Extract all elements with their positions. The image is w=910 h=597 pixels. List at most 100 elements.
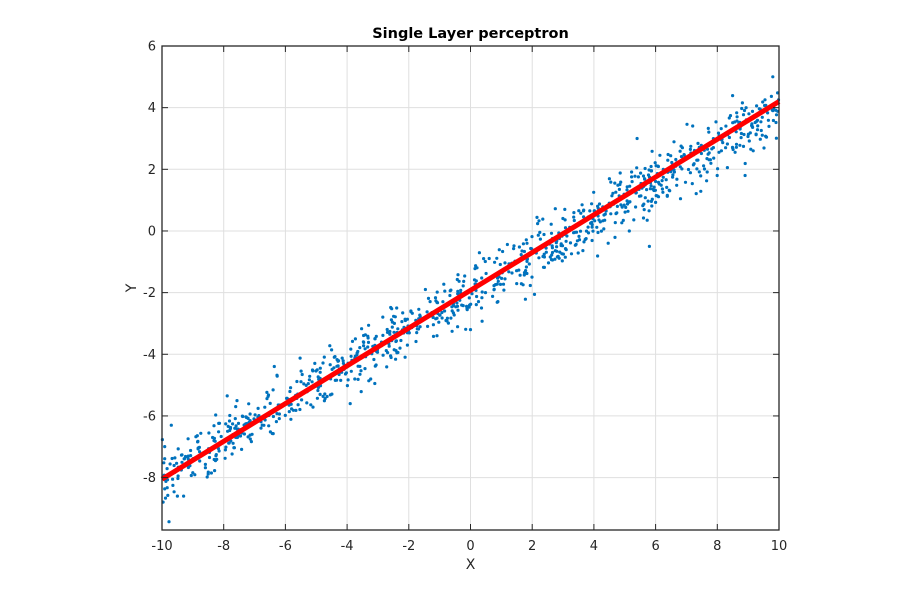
data-point: [438, 313, 442, 317]
data-point: [191, 471, 195, 475]
data-point: [498, 262, 502, 267]
data-point: [172, 490, 176, 494]
data-point: [586, 225, 590, 229]
data-point: [318, 392, 322, 396]
data-point: [653, 161, 657, 165]
data-point: [696, 141, 700, 145]
scatter-points: [160, 75, 781, 524]
data-point: [546, 261, 551, 265]
data-point: [275, 412, 279, 416]
data-point: [356, 377, 360, 381]
data-point: [555, 245, 559, 249]
data-point: [231, 422, 235, 426]
data-point: [165, 467, 169, 471]
data-point: [474, 303, 478, 307]
data-point: [189, 448, 193, 453]
data-point: [244, 415, 249, 420]
data-point: [574, 230, 579, 234]
data-point: [535, 215, 539, 219]
x-tick-label: 2: [528, 539, 536, 554]
data-point: [643, 177, 647, 181]
data-point: [182, 457, 186, 461]
data-point: [387, 344, 391, 348]
data-point: [461, 304, 465, 308]
x-axis-ticks: -10 -8 -6 -4 -2 0 2 4 6 8 10: [151, 46, 787, 554]
data-point: [467, 296, 471, 300]
data-point: [522, 271, 527, 275]
data-point: [559, 243, 563, 248]
data-point: [318, 366, 322, 370]
data-point: [630, 175, 634, 179]
data-point: [611, 191, 615, 195]
data-point: [727, 116, 731, 120]
data-point: [517, 245, 522, 249]
data-point: [749, 147, 753, 151]
data-point: [650, 204, 654, 208]
data-point: [228, 413, 232, 418]
data-point: [665, 185, 669, 189]
data-point: [617, 187, 622, 191]
data-point: [407, 331, 411, 335]
data-point: [678, 149, 682, 153]
data-point: [289, 386, 293, 390]
data-point: [590, 220, 594, 224]
data-point: [602, 227, 606, 231]
data-point: [582, 240, 586, 244]
data-point: [672, 140, 676, 144]
data-point: [428, 300, 432, 304]
data-point: [431, 323, 435, 327]
data-point: [649, 184, 653, 188]
data-point: [771, 118, 776, 123]
data-point: [743, 161, 747, 166]
data-point: [346, 378, 350, 382]
chart-title: Single Layer perceptron: [372, 26, 569, 42]
data-point: [176, 476, 180, 481]
data-point: [661, 175, 665, 179]
data-point: [426, 324, 430, 328]
data-point: [678, 197, 683, 201]
data-point: [628, 184, 632, 188]
data-point: [597, 218, 601, 222]
data-point: [595, 225, 599, 229]
data-point: [348, 402, 352, 406]
data-point: [341, 359, 345, 363]
data-point: [288, 389, 292, 394]
data-point: [632, 218, 636, 222]
x-tick-label: 4: [590, 539, 598, 554]
data-point: [313, 361, 317, 365]
x-tick-label: 8: [713, 539, 721, 554]
data-point: [699, 189, 703, 193]
data-point: [699, 174, 703, 178]
data-point: [724, 124, 728, 128]
x-tick-label: -10: [151, 539, 172, 554]
data-point: [199, 431, 203, 435]
x-axis-label: X: [466, 557, 476, 573]
data-point: [248, 412, 252, 416]
y-tick-label: 0: [148, 224, 156, 239]
data-point: [613, 221, 617, 225]
data-point: [431, 334, 436, 338]
data-point: [349, 369, 353, 373]
data-point: [332, 366, 336, 370]
data-point: [695, 167, 699, 171]
data-point: [550, 244, 554, 248]
data-point: [398, 346, 402, 350]
data-point: [207, 455, 212, 460]
data-point: [180, 460, 184, 464]
data-point: [759, 128, 763, 133]
data-point: [224, 422, 228, 426]
data-point: [289, 417, 293, 421]
data-point: [396, 327, 400, 331]
data-point: [316, 375, 320, 379]
data-point: [654, 164, 658, 168]
data-point: [625, 199, 629, 203]
data-point: [574, 242, 578, 246]
data-point: [186, 437, 190, 441]
data-point: [482, 257, 486, 261]
data-point: [596, 230, 600, 235]
data-point: [597, 202, 602, 206]
data-point: [690, 182, 694, 186]
data-point: [271, 388, 275, 392]
data-point: [652, 188, 656, 193]
data-point: [274, 420, 278, 424]
